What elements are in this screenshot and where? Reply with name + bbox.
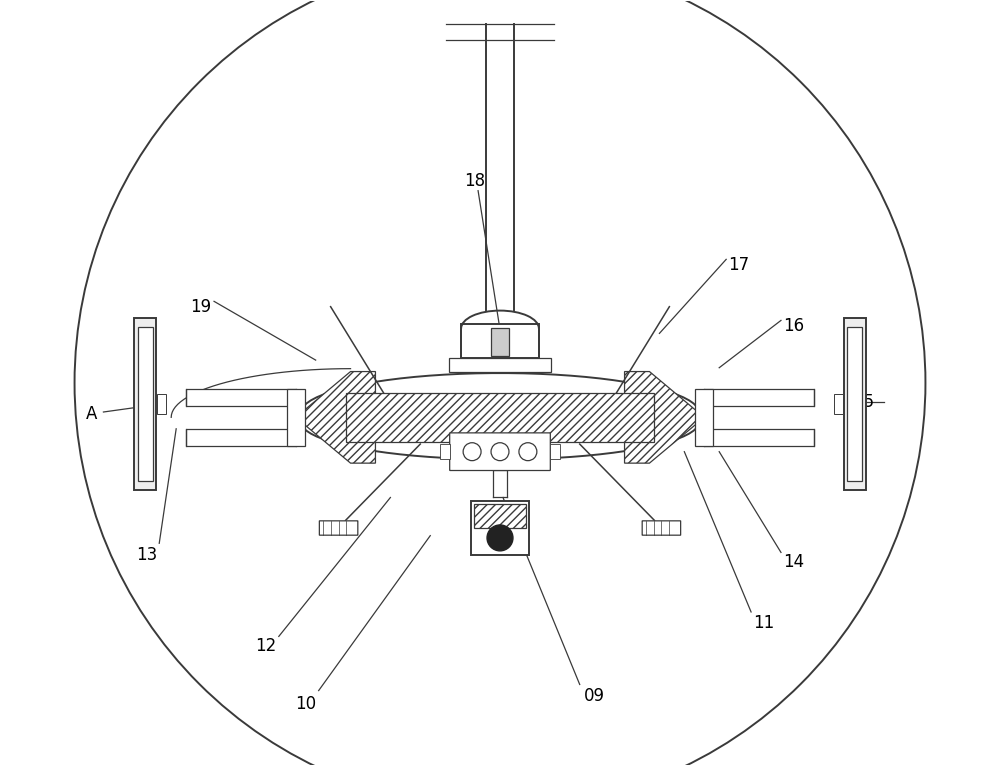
Bar bbox=[186, 389, 296, 406]
Bar bbox=[346, 393, 654, 442]
Bar bbox=[474, 504, 526, 528]
Bar bbox=[844, 318, 866, 489]
Text: 19: 19 bbox=[191, 298, 212, 316]
Bar bbox=[704, 429, 814, 446]
Text: 10: 10 bbox=[295, 695, 316, 712]
Text: 13: 13 bbox=[136, 545, 157, 564]
Bar bbox=[471, 500, 529, 555]
Text: 11: 11 bbox=[753, 614, 775, 633]
Circle shape bbox=[487, 525, 513, 551]
FancyBboxPatch shape bbox=[461, 324, 539, 358]
Bar bbox=[138, 327, 153, 481]
Text: 18: 18 bbox=[465, 172, 486, 190]
Bar bbox=[491, 329, 509, 355]
Bar bbox=[157, 394, 166, 414]
Text: 12: 12 bbox=[255, 637, 276, 655]
Bar bbox=[287, 389, 305, 446]
Bar bbox=[550, 444, 560, 460]
Bar bbox=[834, 394, 843, 414]
FancyBboxPatch shape bbox=[642, 521, 681, 535]
Text: A: A bbox=[86, 404, 97, 423]
Polygon shape bbox=[296, 372, 375, 463]
Text: 17: 17 bbox=[729, 256, 750, 273]
Bar bbox=[440, 444, 450, 460]
Bar bbox=[847, 327, 862, 481]
FancyBboxPatch shape bbox=[450, 433, 550, 470]
Polygon shape bbox=[625, 372, 704, 463]
Polygon shape bbox=[301, 373, 699, 460]
Bar bbox=[134, 318, 156, 489]
Text: 09: 09 bbox=[584, 687, 605, 705]
Bar bbox=[186, 429, 296, 446]
Text: 14: 14 bbox=[783, 553, 804, 571]
Text: 15: 15 bbox=[853, 393, 874, 411]
Bar bbox=[704, 389, 814, 406]
FancyBboxPatch shape bbox=[319, 521, 358, 535]
Text: 16: 16 bbox=[783, 317, 804, 335]
Bar bbox=[695, 389, 713, 446]
Bar bbox=[449, 358, 551, 372]
